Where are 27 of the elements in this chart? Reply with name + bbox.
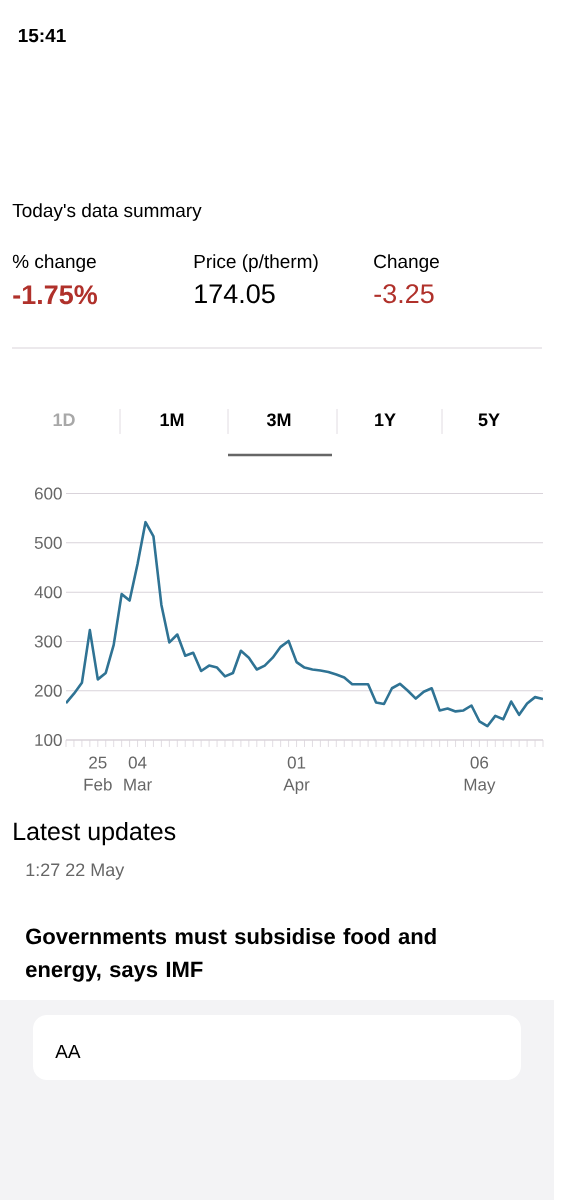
text: 3M [266, 413, 291, 427]
text: Latest updates [14, 821, 176, 846]
text: AA [55, 1044, 81, 1058]
y-tick-label: 300 [34, 635, 62, 648]
text: -3.25 [374, 284, 434, 304]
x-tick-label: 01 Apr [283, 756, 310, 794]
text: 1:27 22 May [26, 863, 125, 880]
x-tick-label: 04 Mar [124, 756, 152, 791]
text: Governments must subsidise food and energy, says IMF [25, 928, 436, 982]
y-tick-label: 400 [34, 586, 62, 599]
text: 1M [160, 413, 184, 426]
y-tick-label: 200 [34, 684, 62, 697]
text: 1D [53, 413, 75, 426]
text: % change [12, 254, 96, 272]
text: 15:41 [18, 28, 66, 43]
text: Today's data summary [12, 203, 202, 221]
text: Price (p/therm) [194, 254, 318, 272]
text: 5Y [478, 413, 500, 427]
text: -1.75% [13, 285, 97, 305]
y-tick-label: 100 [35, 733, 62, 747]
y-tick-label: 600 [34, 487, 62, 500]
y-tick-label: 500 [34, 536, 62, 549]
text: 174.05 [195, 284, 275, 304]
x-tick-label: 06 May [464, 756, 496, 794]
text: Change [374, 254, 439, 272]
x-tick-label: 25 Feb [84, 756, 112, 791]
text: 1Y [374, 413, 396, 426]
